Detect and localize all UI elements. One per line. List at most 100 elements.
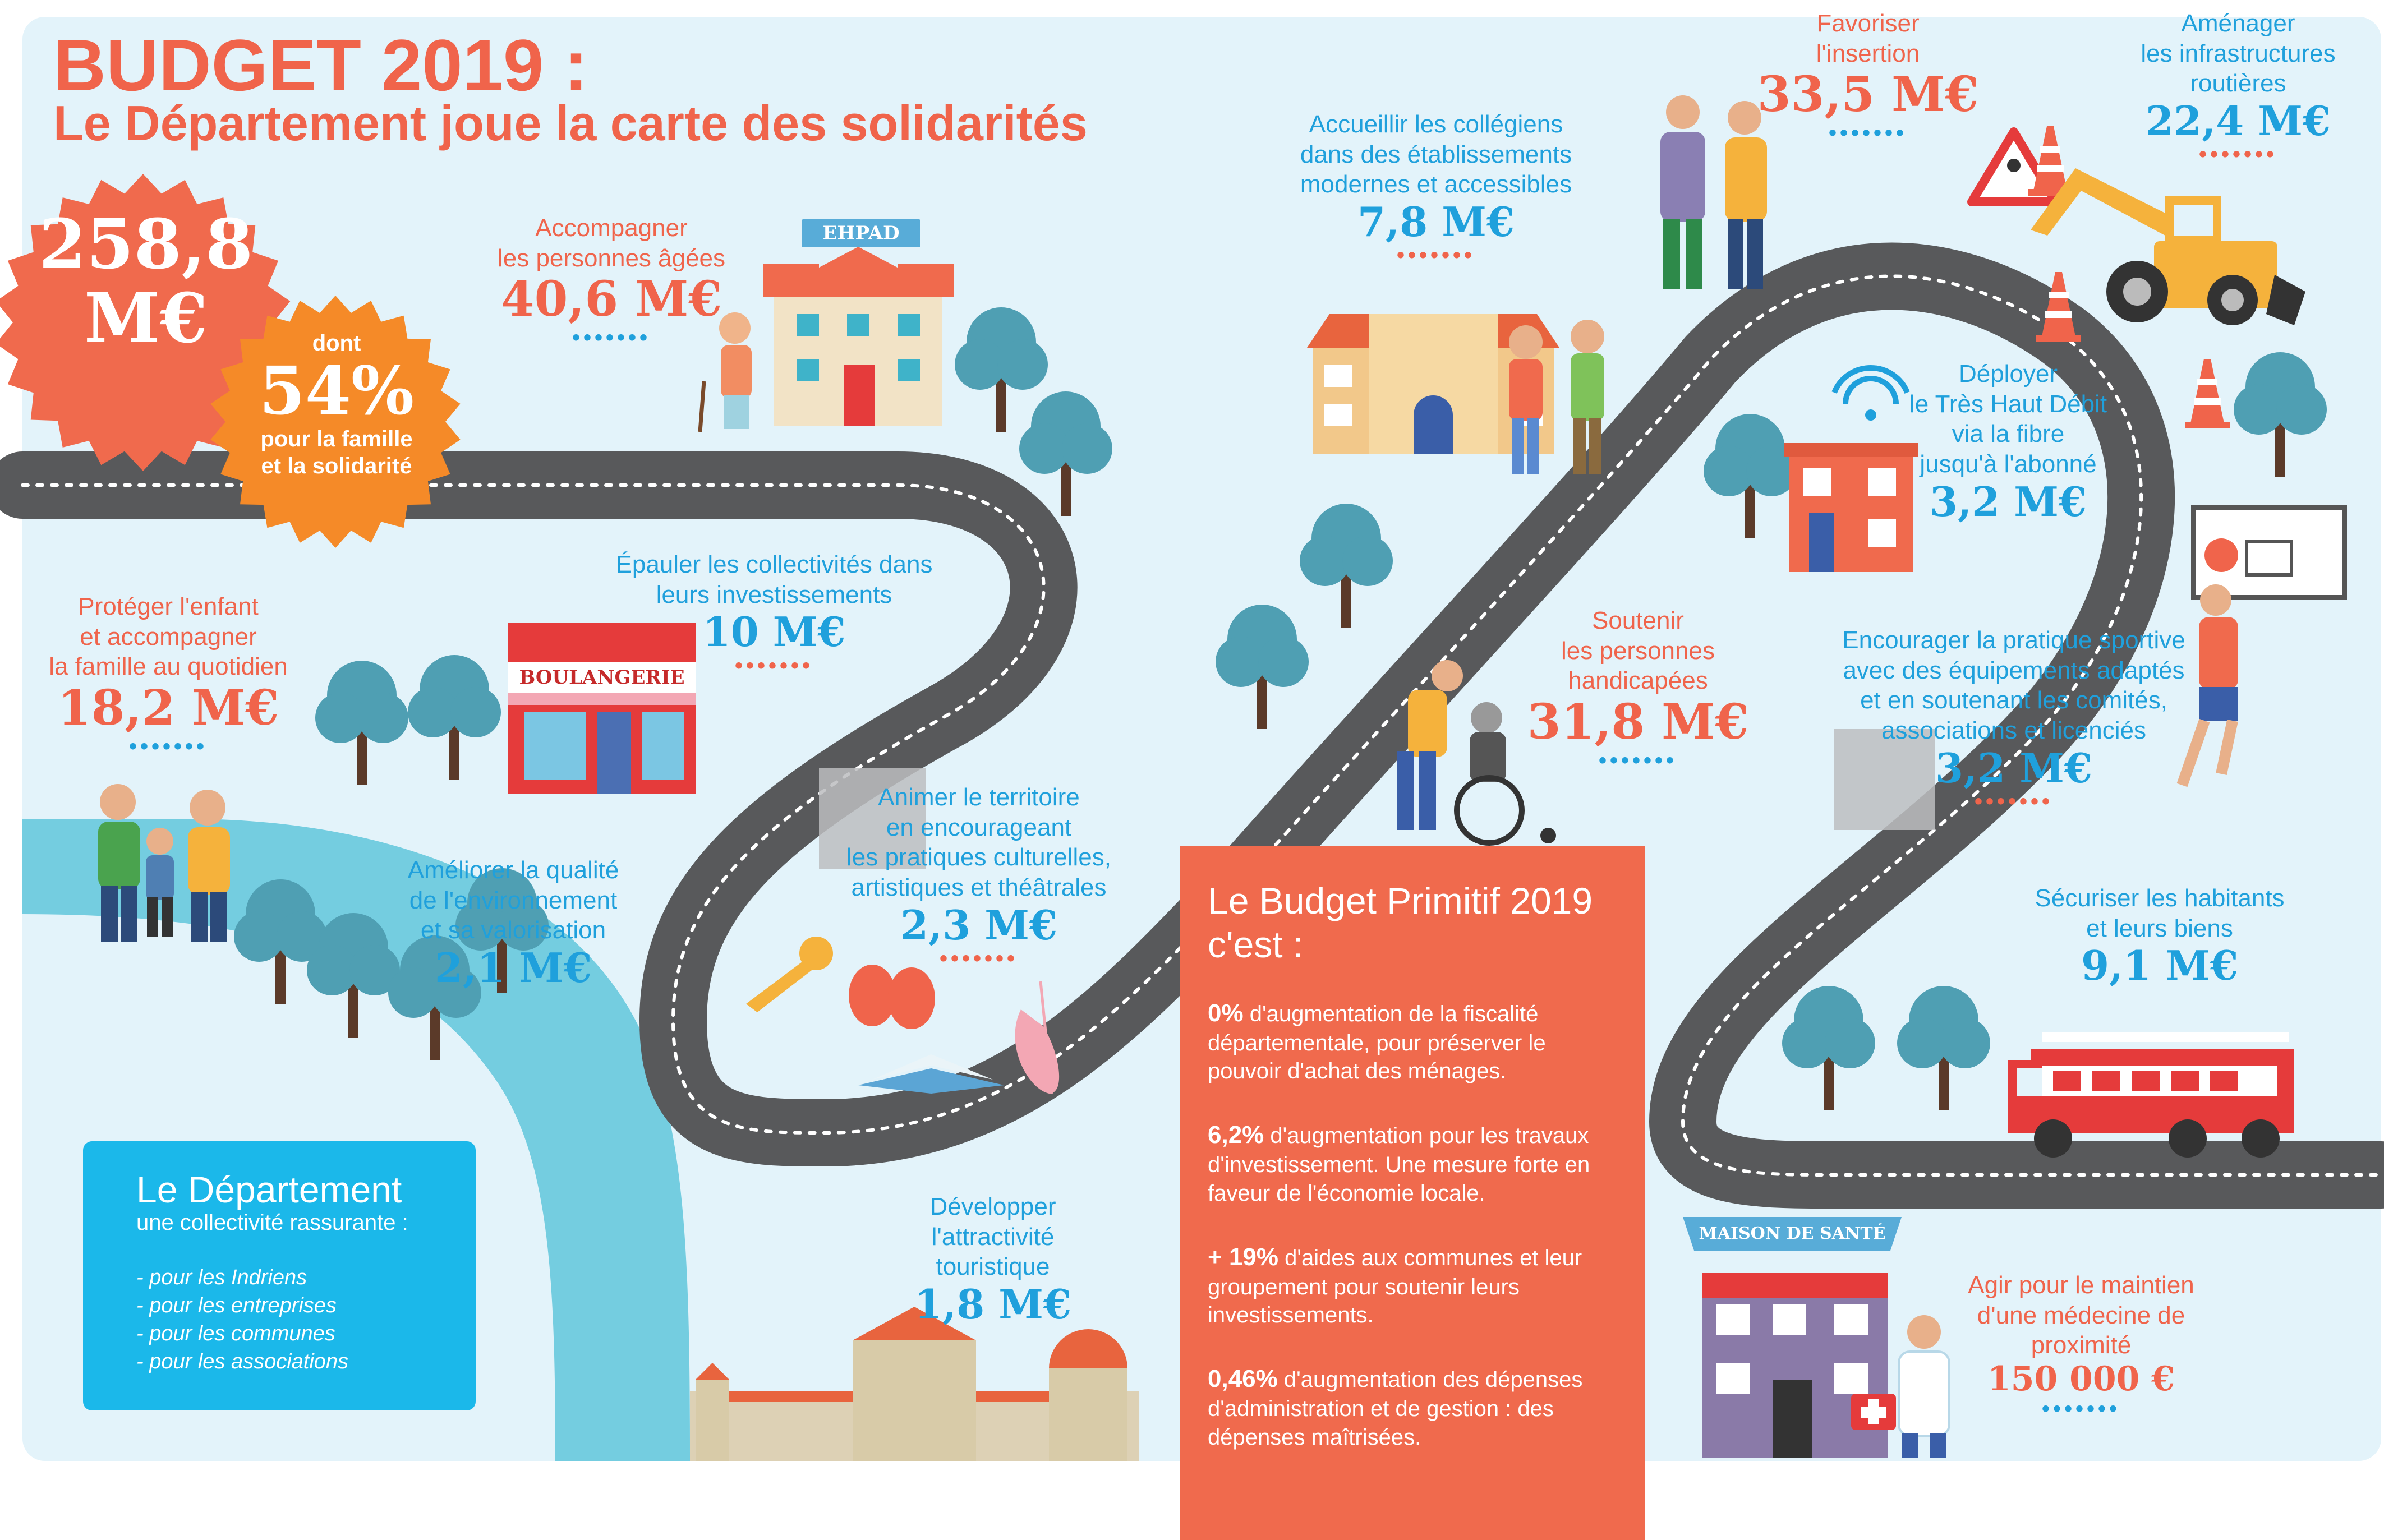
- list-item: - pour les communes: [136, 1321, 335, 1345]
- item-label: Déployer: [1958, 360, 2058, 388]
- total-amount-value: 258,8: [38, 204, 254, 284]
- item-label: handicapées: [1568, 667, 1708, 695]
- river: [22, 819, 690, 1461]
- item-label: d'une médecine de: [1977, 1301, 2185, 1329]
- item-label: les personnes: [1561, 637, 1715, 665]
- item-label: dans des établissements: [1300, 140, 1572, 168]
- budget-item-sport: Encourager la pratique sportive avec des…: [1812, 625, 2216, 813]
- item-label: Protéger l'enfant: [78, 593, 259, 620]
- dots-divider: •••••••: [939, 946, 1019, 971]
- item-label: de l'environnement: [409, 886, 618, 914]
- item-amount: 7,8 M€: [1357, 198, 1515, 246]
- item-label: Favoriser: [1816, 10, 1920, 37]
- item-label: routières: [2190, 70, 2286, 98]
- budget-primitif-heading: Le Budget Primitif 2019 c'est :: [1208, 880, 1593, 965]
- doctor-icon: [1851, 1315, 1950, 1458]
- item-label: associations et licenciés: [1881, 717, 2146, 745]
- budget-item-routes: Aménager les infrastructures routières 2…: [2109, 8, 2367, 165]
- dots-divider: •••••••: [1598, 748, 1678, 773]
- budget-item-culture: Animer le territoire en encourageant les…: [813, 782, 1144, 970]
- item-label: les pratiques culturelles,: [846, 843, 1111, 872]
- bakery-sign: BOULANGERIE: [512, 665, 692, 690]
- budget-point-text: d'augmentation des dépenses d'administra…: [1208, 1367, 1583, 1450]
- item-label: le Très Haut Débit: [1909, 390, 2107, 418]
- budget-item-handicap: Soutenir les personnes handicapées 31,8 …: [1515, 606, 1761, 772]
- list-item: - pour les Indriens: [136, 1265, 307, 1289]
- budget-point-text: d'augmentation pour les travaux d'invest…: [1208, 1123, 1590, 1206]
- fiber-house-icon: [1784, 365, 1918, 572]
- ehpad-sign: EHPAD: [802, 220, 920, 247]
- dots-divider: •••••••: [1974, 789, 2054, 814]
- item-label: les personnes âgées: [497, 244, 726, 272]
- page-title: BUDGET 2019 :: [53, 24, 588, 106]
- handshake-icon: [1660, 95, 1767, 289]
- item-label: Sécuriser les habitants: [2035, 884, 2285, 912]
- budget-point: 6,2% d'augmentation pour les travaux d'i…: [1208, 1119, 1617, 1207]
- item-label: et en soutenant les comités,: [1860, 686, 2167, 714]
- item-label: artistiques et théâtrales: [851, 874, 1107, 902]
- budget-point-text: d'augmentation de la fiscalité départeme…: [1208, 1001, 1546, 1084]
- basketball-player-icon: [2176, 505, 2347, 787]
- budget-primitif-box: Le Budget Primitif 2019 c'est : 0% d'aug…: [1180, 846, 1645, 1540]
- item-amount: 2,1 M€: [434, 944, 592, 992]
- budget-point-figure: 0,46%: [1208, 1365, 1278, 1393]
- item-amount: 31,8 M€: [1527, 694, 1749, 751]
- item-label: Accueillir les collégiens: [1309, 110, 1563, 138]
- item-label: modernes et accessibles: [1300, 170, 1572, 199]
- budget-item-colleges: Accueillir les collégiens dans des établ…: [1257, 109, 1616, 266]
- item-label: en encourageant: [886, 813, 1072, 841]
- elderly-woman-icon: [698, 312, 752, 432]
- book-icon: [858, 1054, 1004, 1094]
- share-suffix-1: pour la famille: [260, 426, 413, 451]
- fire-truck-icon: [2008, 1032, 2294, 1158]
- budget-point: 0% d'augmentation de la fiscalité départ…: [1208, 998, 1617, 1086]
- item-amount: 33,5 M€: [1757, 66, 1979, 123]
- budget-item-enfance-famille: Protéger l'enfant et accompagner la fami…: [22, 592, 314, 758]
- item-amount: 1,8 M€: [914, 1280, 1072, 1329]
- item-label: Animer le territoire: [878, 783, 1080, 811]
- item-label: Développer: [929, 1193, 1056, 1220]
- item-label: et accompagner: [80, 623, 257, 651]
- budget-item-environnement: Améliorer la qualité de l'environnement …: [365, 855, 662, 990]
- dots-divider: •••••••: [572, 325, 651, 350]
- trumpet-icon: [746, 937, 833, 1012]
- item-amount: 40,6 M€: [500, 271, 722, 328]
- item-amount: 150 000 €: [1987, 1359, 2175, 1399]
- budget-point-figure: + 19%: [1208, 1243, 1278, 1271]
- excavator-icon: [2031, 168, 2305, 325]
- item-label: Épauler les collectivités dans: [615, 551, 933, 578]
- family-icon: [98, 784, 230, 942]
- item-label: l'insertion: [1816, 39, 1920, 67]
- item-label: Agir pour le maintien: [1968, 1271, 2194, 1299]
- budget-item-medecine: Agir pour le maintien d'une médecine de …: [1930, 1270, 2233, 1420]
- theatre-masks-icon: [849, 965, 935, 1029]
- list-item: - pour les associations: [136, 1350, 349, 1374]
- list-item: - pour les entreprises: [136, 1293, 337, 1317]
- page-subtitle: Le Département joue la carte des solidar…: [53, 95, 1088, 151]
- budget-point-text: d'aides aux communes et leur groupement …: [1208, 1245, 1582, 1328]
- item-label: Soutenir: [1592, 607, 1684, 634]
- dots-divider: •••••••: [734, 653, 814, 678]
- item-amount: 22,4 M€: [2145, 97, 2331, 145]
- bakery-building-icon: [508, 623, 696, 794]
- item-amount: 10 M€: [702, 608, 846, 656]
- road: [0, 242, 2384, 1209]
- share-prefix: dont: [312, 331, 361, 356]
- dots-divider: •••••••: [128, 734, 208, 759]
- item-label: Améliorer la qualité: [407, 856, 619, 884]
- item-amount: 9,1 M€: [2081, 942, 2239, 990]
- budget-point-figure: 0%: [1208, 999, 1244, 1027]
- share-suffix-2: et la solidarité: [261, 453, 412, 478]
- item-label: la famille au quotidien: [49, 653, 288, 681]
- item-label: et leurs biens: [2086, 914, 2233, 942]
- item-label: leurs investissements: [656, 580, 892, 608]
- item-label: Accompagner: [535, 214, 688, 242]
- item-label: proximité: [2031, 1331, 2132, 1359]
- share-amount: dont 54% pour la famille et la solidarit…: [219, 331, 454, 479]
- item-label: Encourager la pratique sportive: [1842, 626, 2185, 654]
- item-label: Aménager: [2181, 10, 2295, 37]
- departement-heading: Le Département: [136, 1169, 402, 1210]
- students-icon: [1509, 320, 1604, 474]
- item-label: via la fibre: [1952, 420, 2065, 448]
